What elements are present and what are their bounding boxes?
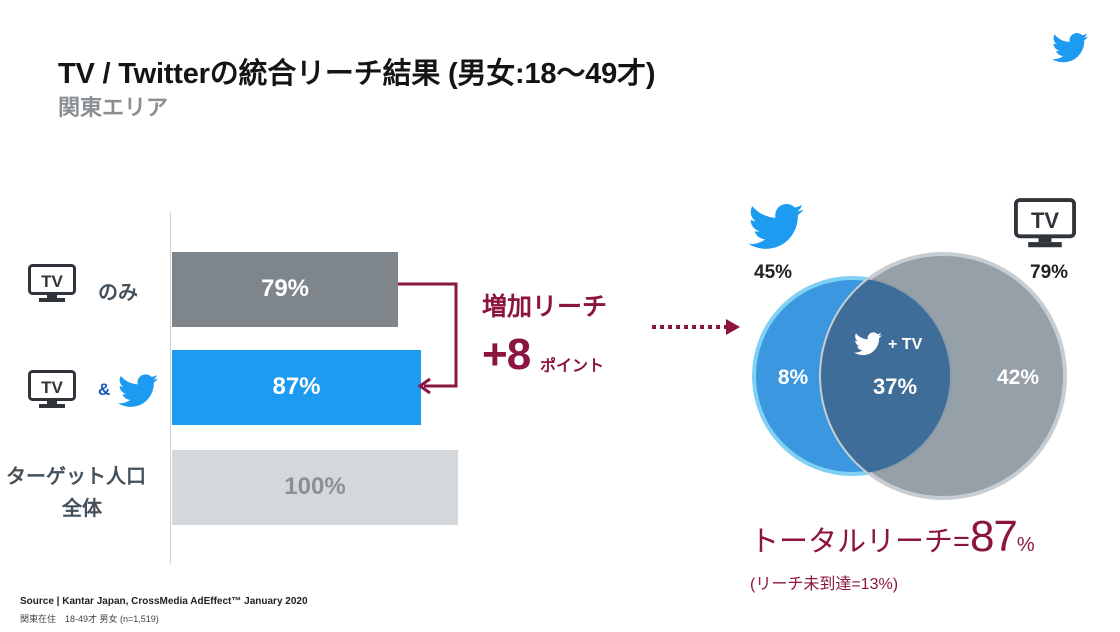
twitter-bird-icon bbox=[854, 332, 882, 356]
tv-icon: TV bbox=[1014, 198, 1076, 248]
twitter-bird-icon bbox=[1052, 32, 1088, 64]
tv-icon: TV bbox=[28, 264, 76, 302]
category-label-amp: & bbox=[98, 380, 111, 399]
increase-bracket bbox=[398, 282, 458, 395]
venn-twitter-total: 45% bbox=[754, 262, 793, 283]
source-citation: Source | Kantar Japan, CrossMedia AdEffe… bbox=[20, 596, 308, 607]
total-reach: トータルリーチ=87% bbox=[750, 512, 1035, 562]
increase-reach-value: +8 bbox=[482, 330, 531, 379]
total-reach-unit: % bbox=[1016, 534, 1035, 556]
bar-tv-twitter bbox=[172, 350, 421, 425]
category-label-target-line2: 全体 bbox=[62, 498, 102, 520]
tv-icon: TV bbox=[28, 370, 76, 408]
dotted-arrow-icon bbox=[652, 319, 740, 335]
bar-tv-only bbox=[172, 252, 398, 327]
tv-icon-text: TV bbox=[1031, 208, 1059, 233]
venn-overlap-caption: + TV bbox=[888, 336, 923, 353]
total-reach-value: 87 bbox=[969, 512, 1018, 561]
category-label-target-line1: ターゲット人口 bbox=[6, 466, 146, 488]
tv-icon-text: TV bbox=[41, 378, 63, 397]
increase-reach-label: 増加リーチ bbox=[482, 293, 608, 321]
tv-icon-text: TV bbox=[41, 272, 63, 291]
bar-value-label: 100% bbox=[284, 472, 346, 500]
venn-twitter-only-label: 8% bbox=[777, 366, 809, 389]
bar-value-label: 87% bbox=[272, 372, 321, 400]
increase-reach-unit: ポイント bbox=[540, 358, 605, 375]
bar-target-population bbox=[172, 450, 458, 525]
venn-overlap-label: 37% bbox=[872, 374, 918, 399]
venn-tv-only-label: 42% bbox=[996, 366, 1040, 389]
venn-diagram: 45% TV 79% 8% 42% + TV 37% bbox=[740, 190, 1120, 530]
bar-chart: 79% 87% 100% bbox=[0, 210, 470, 570]
venn-tv-total: 79% bbox=[1030, 262, 1069, 283]
page-title: TV / Twitterの統合リーチ結果 (男女:18〜49才) bbox=[58, 58, 656, 90]
total-reach-label: トータルリーチ= bbox=[750, 526, 970, 558]
category-label-tv-only: のみ bbox=[98, 282, 138, 304]
sample-note: 関東在住 18-49才 男女 (n=1,519) bbox=[20, 614, 159, 624]
bar-value-label: 79% bbox=[260, 274, 310, 302]
unreached-note: (リーチ未到達=13%) bbox=[750, 576, 899, 593]
twitter-bird-icon bbox=[748, 204, 804, 250]
bar-chart-axis bbox=[170, 212, 171, 564]
twitter-bird-icon bbox=[118, 374, 158, 408]
venn-overlap bbox=[821, 278, 950, 474]
page-subtitle: 関東エリア bbox=[58, 95, 169, 120]
